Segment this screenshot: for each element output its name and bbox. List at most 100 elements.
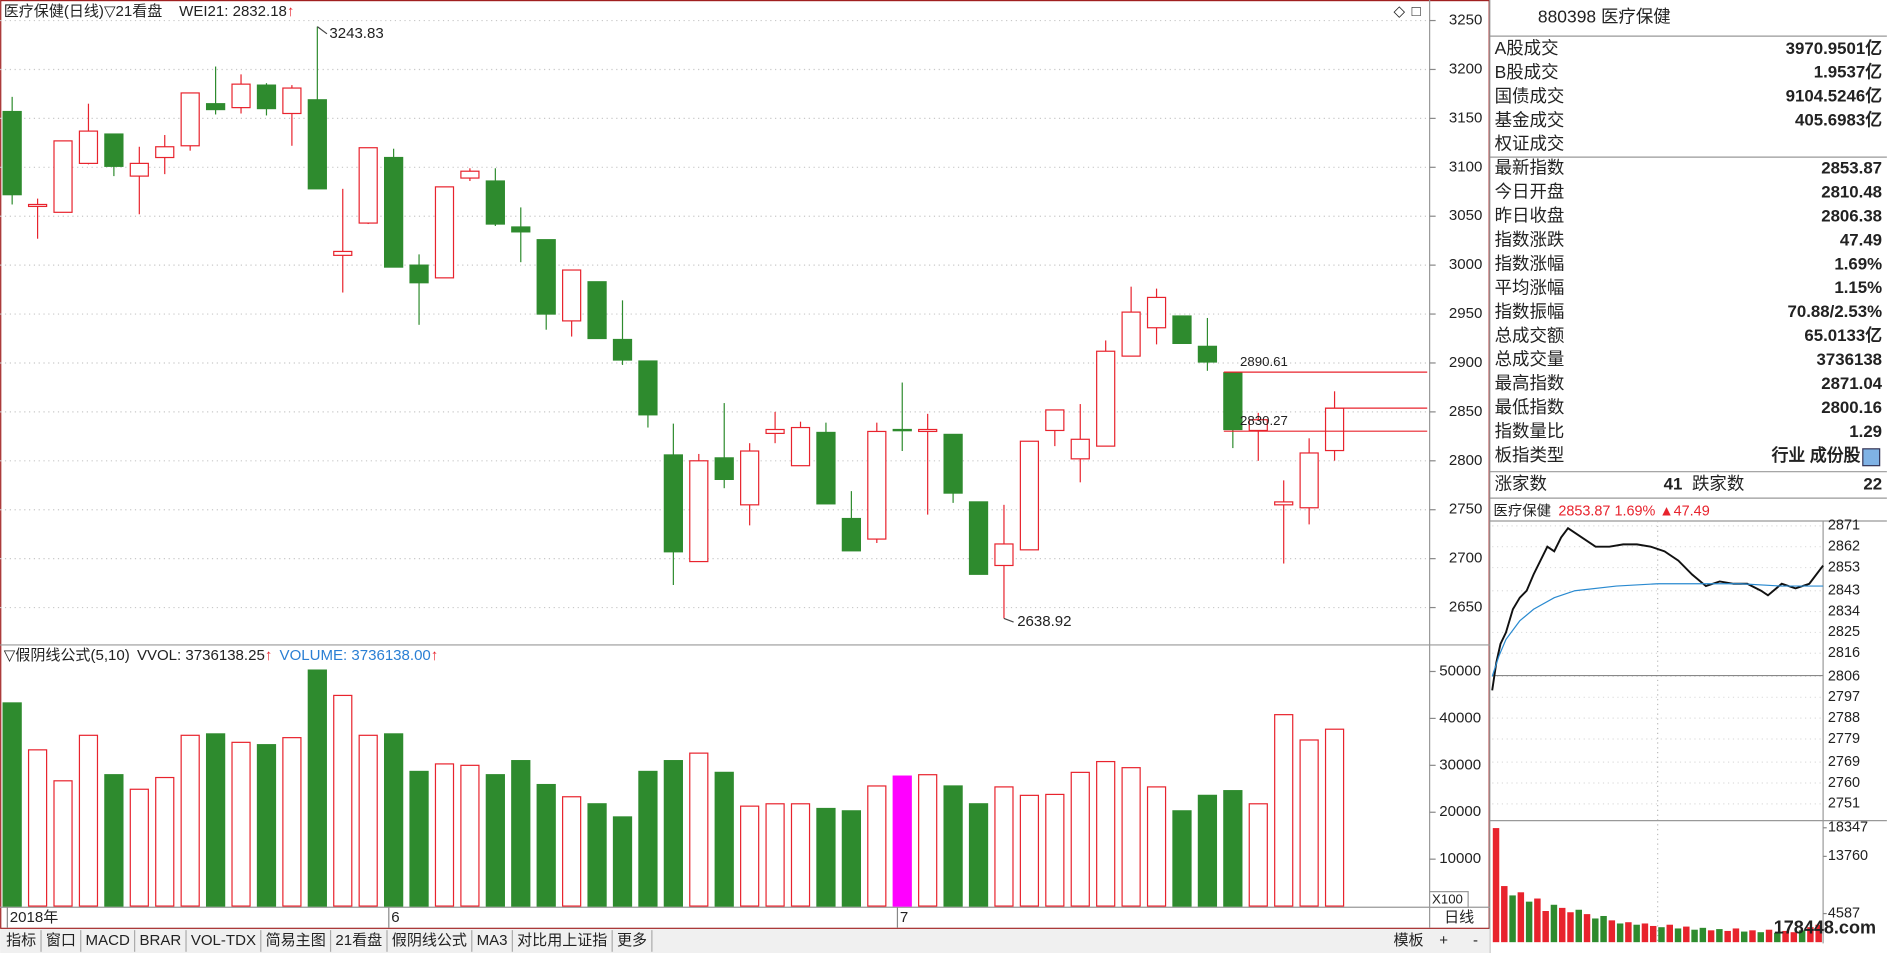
mini-header: 医疗保健 2853.87 1.69% ▲47.49 — [1493, 502, 1709, 519]
candle-body — [1045, 409, 1065, 432]
volume-bar — [1248, 803, 1268, 907]
candle-body — [511, 226, 531, 233]
volume-bar — [1299, 739, 1319, 907]
tab[interactable]: MA3 — [477, 932, 508, 949]
candle-body — [53, 140, 73, 213]
intraday-volume-bar — [1658, 927, 1665, 943]
volume-bar — [1197, 794, 1218, 907]
volume-bar — [155, 776, 175, 907]
candle-body — [434, 186, 455, 279]
zoom-in[interactable]: + — [1439, 932, 1448, 949]
candle-body — [867, 430, 887, 540]
window-icon[interactable]: □ — [1412, 3, 1421, 20]
volume-bar — [78, 734, 99, 907]
intraday-volume-bar — [1666, 924, 1673, 943]
row-value: 3736138 — [1817, 350, 1883, 369]
volume-bar — [994, 786, 1014, 907]
candle-body — [1274, 501, 1294, 506]
candle-body — [892, 428, 912, 432]
annotation-arrow — [316, 26, 328, 35]
intraday-volume-bar — [1798, 930, 1806, 943]
volume-bar — [1096, 760, 1116, 907]
row-value: 2871.04 — [1821, 374, 1882, 393]
candle-body — [1324, 407, 1345, 452]
y-tick-label: 3100 — [1449, 158, 1482, 175]
y-tick-label: 2760 — [1828, 775, 1860, 791]
row-label: 指数涨跌 — [1495, 230, 1565, 250]
mini-readout: 2853.87 1.69% ▲47.49 — [1558, 503, 1709, 519]
intraday-volume-bar — [1525, 901, 1533, 943]
volume-bar — [1045, 793, 1065, 907]
row-value: 405.6983亿 — [1795, 110, 1882, 130]
volume-bar — [27, 749, 48, 907]
intraday-volume-bar — [1501, 886, 1508, 943]
volume-bar — [638, 770, 658, 907]
candle-body — [663, 454, 683, 553]
intraday-volume-bar — [1517, 892, 1525, 943]
volume-bar — [53, 780, 73, 907]
volume-bar — [816, 807, 836, 907]
tab[interactable]: BRAR — [139, 932, 181, 949]
type-icon[interactable] — [1862, 448, 1881, 467]
tab[interactable]: MACD — [86, 932, 130, 949]
y-tick-label: 2862 — [1828, 539, 1860, 555]
candle-body — [231, 83, 251, 109]
volume-bar — [1324, 728, 1345, 907]
tab[interactable]: 更多 — [617, 932, 647, 949]
period-label[interactable]: 日线 — [1444, 909, 1474, 926]
row-label: 平均涨幅 — [1495, 277, 1565, 297]
y-tick-label: 18347 — [1828, 820, 1868, 836]
tab[interactable]: 假阴线公式 — [392, 932, 467, 949]
row-label: 总成交额 — [1495, 325, 1565, 345]
x-tick-label: 2018年 — [10, 909, 58, 926]
candle-body — [27, 203, 48, 208]
intraday-volume-bar — [1633, 924, 1640, 943]
y-tick-label: 2751 — [1828, 796, 1860, 812]
y-tick-label: 2816 — [1828, 645, 1860, 661]
volume-bar — [918, 774, 938, 907]
candle-body — [307, 99, 327, 190]
candle-body — [689, 460, 709, 563]
volume-bar — [663, 760, 683, 907]
zoom-out[interactable]: - — [1473, 932, 1478, 949]
row-label: 指数涨幅 — [1495, 253, 1565, 273]
candle-body — [460, 170, 480, 179]
tab[interactable]: 对比用上证指 — [517, 932, 607, 949]
tab[interactable]: 21看盘 — [335, 931, 382, 949]
tab[interactable]: 窗口 — [46, 931, 76, 949]
intraday-volume-bar — [1674, 928, 1682, 943]
volume-bar — [129, 788, 149, 907]
candle-body — [740, 450, 760, 506]
intraday-volume-bar — [1583, 914, 1591, 943]
row-value: 70.88/2.53% — [1788, 302, 1883, 321]
tab[interactable]: 简易主图 — [266, 932, 326, 949]
volume-bar — [689, 752, 709, 907]
volume-bar — [333, 694, 353, 907]
candle-body — [155, 146, 175, 159]
candle-body — [1248, 419, 1268, 432]
row-label: 最新指数 — [1495, 158, 1565, 178]
indicator-readout: VOLUME: 3736138.00 — [280, 647, 431, 664]
candle-body — [1172, 315, 1192, 345]
template-button[interactable]: 模板 — [1394, 931, 1424, 949]
tab[interactable]: VOL-TDX — [191, 932, 256, 949]
intraday-volume-bar — [1567, 912, 1574, 943]
intraday-volume-bar — [1641, 923, 1649, 943]
tab[interactable]: 指标 — [6, 932, 36, 949]
intraday-volume-bar — [1815, 924, 1822, 943]
high-annotation: 3243.83 — [329, 25, 383, 42]
row-value: 65.0133亿 — [1804, 325, 1882, 345]
candle-body — [536, 239, 556, 315]
volume-bar — [790, 803, 811, 907]
volume-bar — [562, 796, 582, 907]
row-label: 板指类型 — [1495, 445, 1565, 465]
y-tick-label: 10000 — [1439, 850, 1481, 867]
breadth-label: 跌家数 — [1692, 474, 1744, 494]
y-tick-label: 30000 — [1439, 756, 1481, 773]
volume-bar — [841, 810, 862, 907]
x-tick-label: 6 — [391, 909, 399, 926]
row-label: 总成交量 — [1495, 349, 1565, 369]
row-value: 2810.48 — [1821, 182, 1882, 201]
window-icon[interactable]: ◇ — [1394, 3, 1406, 20]
